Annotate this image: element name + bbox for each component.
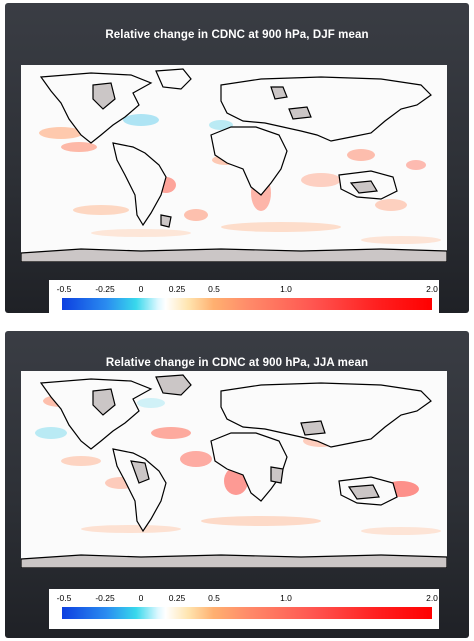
djf-colorbar-tick: 0.5 xyxy=(208,284,220,294)
jja-panel-title: Relative change in CDNC at 900 hPa, JJA … xyxy=(105,357,369,369)
jja-colorbar-tick: -0.25 xyxy=(95,593,115,603)
jja-colorbar-tick: 0.25 xyxy=(168,593,186,603)
djf-panel-title: Relative change in CDNC at 900 hPa, DJF … xyxy=(105,29,369,41)
djf-colorbar-tick: -0.25 xyxy=(95,284,115,294)
djf-panel: Relative change in CDNC at 900 hPa, DJF … xyxy=(5,3,469,320)
jja-colorbar-tick: 0.5 xyxy=(208,593,220,603)
djf-world-map xyxy=(21,65,447,262)
jja-panel: Relative change in CDNC at 900 hPa, JJA … xyxy=(5,331,469,638)
jja-colorbar-tick: -0.5 xyxy=(56,593,72,603)
jja-world-map xyxy=(21,371,447,568)
djf-coastlines xyxy=(21,68,447,262)
djf-colorbar: -0.5 -0.25 0 0.25 0.5 1.0 2.0 xyxy=(49,280,439,320)
jja-colorbar-tick: 0 xyxy=(138,593,144,603)
djf-colorbar-tick: 0 xyxy=(138,284,144,294)
djf-colorbar-tick: 2.0 xyxy=(426,284,438,294)
djf-colorbar-tick: 1.0 xyxy=(280,284,292,294)
jja-colorbar-gradient xyxy=(62,607,432,619)
jja-coastlines xyxy=(21,374,447,568)
djf-colorbar-gradient xyxy=(62,298,432,310)
jja-colorbar: -0.5 -0.25 0 0.25 0.5 1.0 2.0 xyxy=(49,589,439,629)
djf-colorbar-tick: -0.5 xyxy=(56,284,72,294)
djf-colorbar-tick: 0.25 xyxy=(168,284,186,294)
jja-colorbar-tick: 2.0 xyxy=(426,593,438,603)
jja-colorbar-tick: 1.0 xyxy=(280,593,292,603)
